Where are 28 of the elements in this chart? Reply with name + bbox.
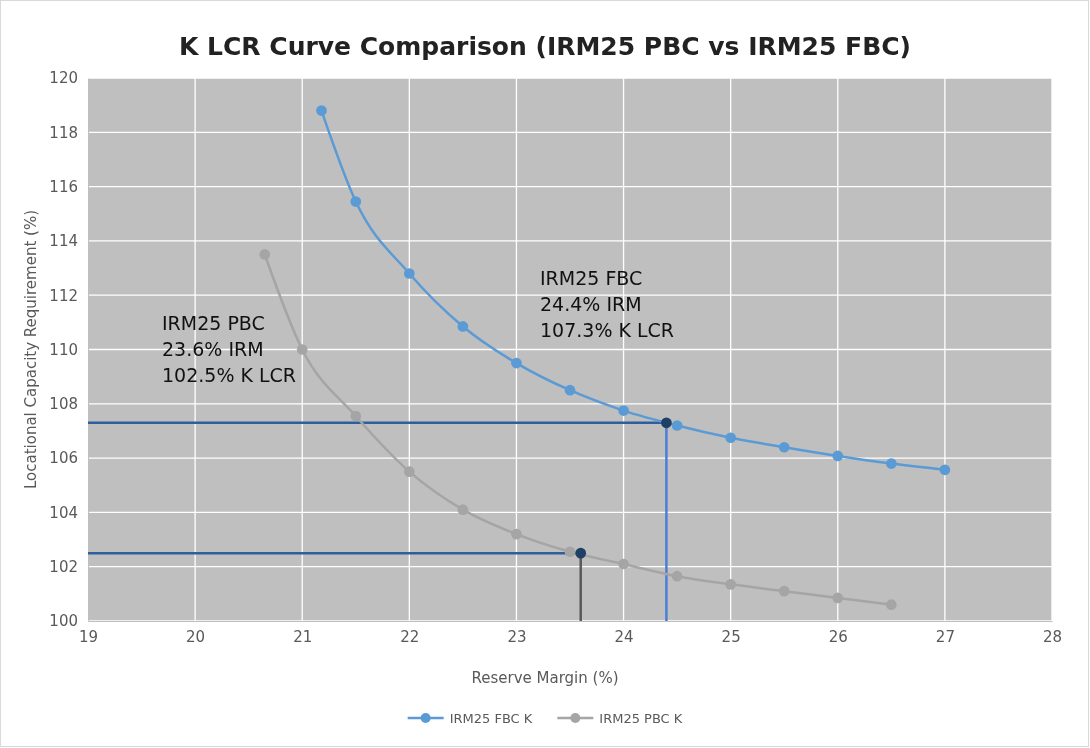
x-tick-label: 19: [78, 627, 99, 646]
y-tick-label: 118: [49, 123, 78, 142]
y-tick-label: 114: [49, 232, 78, 251]
x-axis-title: Reserve Margin (%): [471, 669, 619, 687]
x-tick-label: 20: [186, 627, 206, 646]
y-tick-label: 100: [49, 612, 78, 631]
annotation: IRM25 FBC 24.4% IRM 107.3% K LCR: [540, 267, 675, 341]
y-tick-label: 116: [49, 177, 78, 196]
x-tick-label: 22: [400, 627, 420, 646]
x-tick-label: 25: [721, 627, 741, 646]
y-tick-label: 120: [49, 69, 78, 88]
y-tick-label: 102: [49, 558, 78, 576]
y-tick-label: 108: [49, 395, 78, 414]
chart-title: K LCR Curve Comparison (IRM25 PBC vs IRM25 FBC): [178, 32, 912, 61]
x-tick-label: 24: [614, 627, 634, 646]
y-tick-label: 104: [49, 503, 78, 522]
x-tick-label: 26: [828, 627, 848, 646]
legend-label: IRM25 FBC K: [449, 711, 533, 726]
legend-label: IRM25 PBC K: [599, 711, 683, 726]
x-tick-label: 27: [935, 627, 955, 646]
y-tick-label: 112: [49, 286, 78, 305]
annotation: IRM25 PBC 23.6% IRM 102.5% K LCR: [162, 312, 297, 386]
y-tick-label: 110: [49, 340, 78, 359]
y-tick-label: 106: [49, 449, 78, 468]
x-tick-label: 28: [1042, 627, 1063, 646]
x-tick-label: 21: [293, 627, 313, 646]
y-axis-title: Locational Capacity Requirement (%): [22, 209, 40, 490]
x-tick-label: 23: [507, 627, 527, 646]
